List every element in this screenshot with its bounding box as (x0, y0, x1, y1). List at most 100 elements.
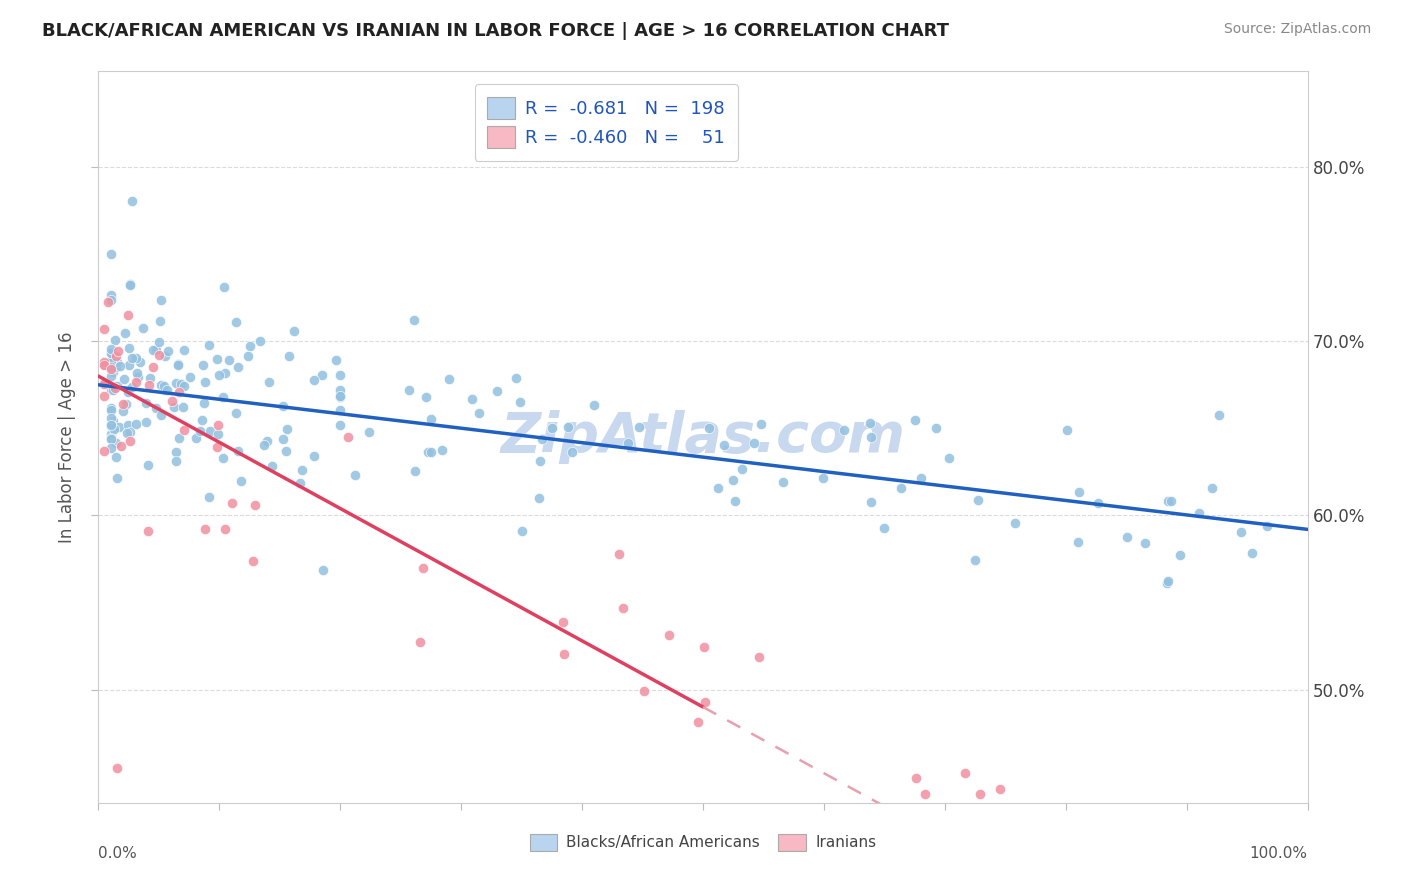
Point (509, 395, 531, 409)
Point (398, 383, 420, 397)
Point (271, 432, 294, 446)
Point (953, 765, 976, 780)
Point (221, 495, 243, 509)
Legend: Blacks/African Americans, Iranians: Blacks/African Americans, Iranians (523, 828, 883, 857)
Point (420, 412, 443, 426)
Point (118, 277, 141, 291)
Point (404, 464, 426, 478)
Point (93, 357, 115, 371)
Point (173, 343, 195, 358)
Point (104, 381, 127, 395)
Point (100, 441, 122, 455)
Point (612, 600, 634, 615)
Point (153, 349, 176, 363)
Point (329, 402, 352, 417)
Point (412, 560, 434, 574)
Point (657, 627, 679, 641)
Point (135, 395, 157, 409)
Point (278, 349, 301, 363)
Point (262, 459, 284, 474)
Point (93, 376, 115, 391)
Point (437, 372, 460, 386)
Point (859, 495, 882, 509)
Point (104, 359, 127, 374)
Point (172, 401, 194, 415)
Point (486, 384, 509, 398)
Point (1168, 548, 1191, 562)
Point (505, 371, 527, 385)
Point (165, 454, 187, 468)
Point (207, 418, 229, 433)
Point (1067, 485, 1090, 500)
Point (120, 434, 142, 448)
Point (1004, 516, 1026, 531)
Point (198, 338, 221, 352)
Point (142, 360, 165, 375)
Point (112, 372, 135, 386)
Point (117, 418, 139, 433)
Point (107, 343, 129, 358)
Point (312, 563, 335, 577)
Point (179, 370, 201, 384)
Point (115, 396, 138, 410)
Point (1188, 506, 1211, 520)
Point (100, 417, 122, 431)
Point (628, 420, 651, 434)
Point (135, 415, 157, 429)
Point (125, 366, 148, 380)
Point (1160, 494, 1182, 508)
Point (302, 373, 325, 387)
Point (557, 420, 579, 434)
Point (120, 278, 142, 293)
Point (925, 421, 948, 435)
Point (100, 293, 122, 308)
Point (873, 521, 896, 535)
Point (553, 647, 575, 661)
Point (226, 359, 249, 374)
Point (1230, 524, 1253, 539)
Point (148, 334, 170, 349)
Point (430, 442, 453, 457)
Point (276, 422, 298, 436)
Point (117, 308, 139, 322)
Point (969, 787, 991, 801)
Point (103, 421, 125, 435)
Point (110, 439, 132, 453)
Point (1115, 530, 1137, 544)
Point (288, 475, 311, 490)
Point (693, 695, 716, 709)
Point (283, 324, 305, 338)
Point (418, 444, 440, 458)
Point (226, 444, 249, 458)
Point (531, 432, 554, 446)
Point (834, 423, 856, 437)
Point (105, 379, 128, 393)
Point (149, 377, 172, 392)
Point (100, 362, 122, 376)
Point (100, 368, 122, 383)
Point (257, 375, 280, 389)
Point (256, 434, 278, 448)
Point (212, 390, 235, 404)
Point (100, 359, 122, 374)
Point (127, 370, 149, 384)
Point (101, 365, 124, 379)
Point (236, 349, 259, 363)
Point (311, 368, 333, 383)
Point (117, 385, 139, 400)
Point (249, 334, 271, 348)
Point (114, 326, 136, 340)
Point (914, 787, 936, 801)
Point (713, 437, 735, 451)
Point (409, 635, 432, 649)
Point (527, 491, 550, 505)
Point (860, 430, 883, 444)
Point (100, 346, 122, 360)
Point (721, 473, 744, 487)
Point (100, 417, 122, 432)
Point (214, 522, 236, 536)
Point (239, 339, 262, 353)
Point (772, 475, 794, 490)
Point (813, 471, 835, 485)
Point (231, 474, 253, 488)
